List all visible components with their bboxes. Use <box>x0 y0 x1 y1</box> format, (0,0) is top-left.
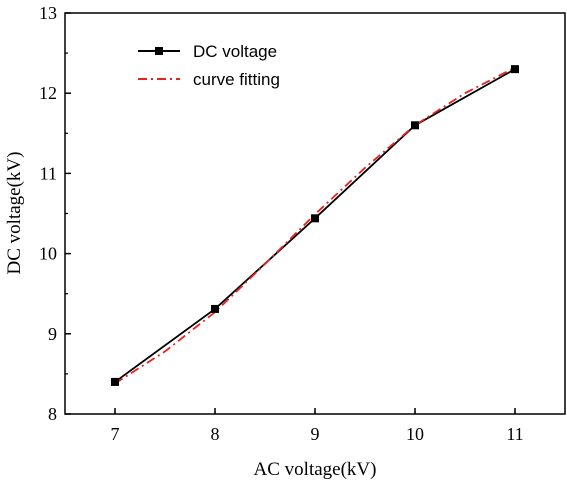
axis-ticks: 7 8 9 10 11 8 9 10 11 12 13 <box>39 3 524 444</box>
series-layer <box>111 65 519 386</box>
x-tick-label: 7 <box>111 424 120 444</box>
y-tick-label: 12 <box>39 83 57 103</box>
data-point-dc-voltage <box>511 65 519 74</box>
x-tick-label: 10 <box>406 424 424 444</box>
y-tick-label: 13 <box>39 3 57 23</box>
y-tick-label: 11 <box>40 163 57 183</box>
x-tick-label: 11 <box>506 424 523 444</box>
legend: DC voltage curve fitting <box>138 42 280 89</box>
y-axis-title: DC voltage(kV) <box>4 152 25 275</box>
data-point-dc-voltage <box>411 121 419 130</box>
legend-label-curve-fitting: curve fitting <box>193 70 280 89</box>
data-point-dc-voltage <box>311 214 319 223</box>
plot-frame <box>64 12 566 415</box>
series-line-dc-voltage <box>114 68 516 383</box>
data-point-dc-voltage <box>211 304 219 313</box>
data-point-dc-voltage <box>111 377 119 386</box>
y-tick-label: 10 <box>39 244 57 264</box>
y-tick-label: 9 <box>48 324 57 344</box>
legend-marker-dc-voltage <box>155 47 163 55</box>
y-tick-label: 8 <box>48 404 57 424</box>
x-tick-label: 8 <box>211 424 220 444</box>
x-axis-title: AC voltage(kV) <box>254 459 377 480</box>
series-line-curve-fitting <box>114 66 516 385</box>
legend-label-dc-voltage: DC voltage <box>193 42 277 61</box>
x-tick-label: 9 <box>311 424 320 444</box>
